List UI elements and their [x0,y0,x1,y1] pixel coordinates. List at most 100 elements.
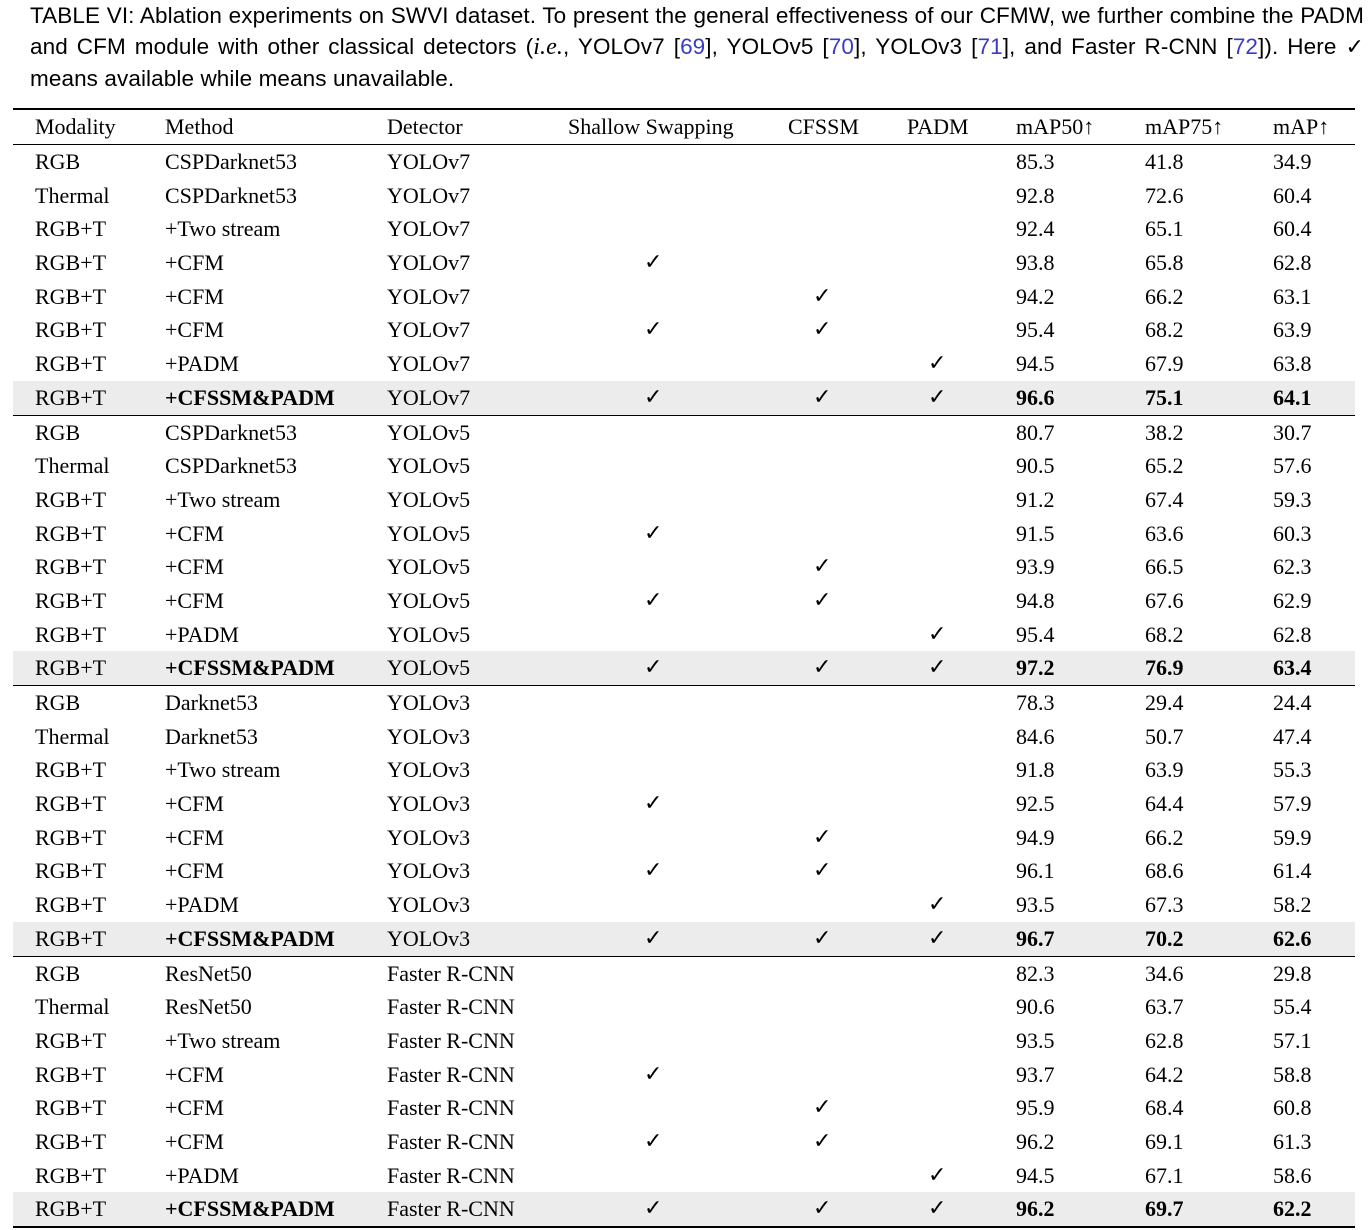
cell-map50: 91.5 [1016,520,1055,546]
cell-detector: YOLOv5 [387,486,471,512]
cell-method: +CFM [165,250,224,276]
cell-modality: RGB+T [35,486,107,512]
cell-map: 30.7 [1273,419,1312,445]
cfssm-check-icon: ✓ [813,1095,832,1121]
cell-map75: 29.4 [1145,690,1184,715]
cell-map75: 34.6 [1145,960,1184,986]
shallow-swapping-check-icon: ✓ [644,791,663,817]
cell-map75: 65.1 [1145,216,1184,242]
cell-map: 62.8 [1273,621,1312,647]
padm-check-icon: ✓ [928,1162,947,1188]
cell-map75: 72.6 [1145,182,1184,208]
cell-map: 60.4 [1273,182,1312,208]
cell-detector: YOLOv7 [387,182,471,208]
cell-map75: 66.2 [1145,824,1184,850]
cell-modality: RGB+T [35,621,107,647]
table-row: Thermal ResNet50 Faster R-CNN 90.6 63.7 55.4 [13,990,1355,1024]
cell-modality: Thermal [35,182,110,208]
cell-map75: 66.5 [1145,554,1184,580]
cell-map75: 41.8 [1145,149,1184,174]
table-row: RGB+T +CFSSM&PADM YOLOv7 ✓ ✓ ✓ 96.6 75.1 64.1 [13,380,1355,416]
cell-detector: YOLOv3 [387,723,471,749]
padm-check-icon: ✓ [928,384,947,410]
table-row: RGB+T +PADM YOLOv5 ✓ 95.4 68.2 62.8 [13,618,1355,652]
cell-map75: 63.9 [1145,757,1184,783]
cell-modality: Thermal [35,994,110,1020]
cell-modality: RGB+T [35,791,107,817]
shallow-swapping-check-icon: ✓ [644,587,663,613]
cell-modality: RGB+T [35,384,107,410]
table-row: RGB+T +CFM YOLOv5 ✓ 91.5 63.6 60.3 [13,517,1355,551]
table-row: Thermal CSPDarknet53 YOLOv7 92.8 72.6 60.4 [13,179,1355,213]
cell-map50: 90.5 [1016,453,1055,479]
header-map50: mAP50↑ [1016,114,1095,139]
cell-modality: RGB+T [35,554,107,580]
table-row: RGB+T +Two stream YOLOv7 92.4 65.1 60.4 [13,212,1355,246]
citation-link-69[interactable]: 69 [680,34,706,59]
cell-method: +CFM [165,791,224,817]
cell-method: ResNet50 [165,960,252,986]
cfssm-check-icon: ✓ [813,1196,832,1222]
table-row: RGB+T +Two stream Faster R-CNN 93.5 62.8 57.1 [13,1024,1355,1058]
cell-map50: 94.2 [1016,283,1055,309]
checkmark-icon: ✓ [1345,35,1364,60]
cell-map: 59.9 [1273,824,1312,850]
cell-map50: 91.2 [1016,486,1055,512]
header-shallow-swapping: Shallow Swapping [568,114,734,139]
cell-detector: YOLOv5 [387,655,471,681]
cell-method: +Two stream [165,486,281,512]
cell-method: Darknet53 [165,723,258,749]
cell-detector: YOLOv5 [387,554,471,580]
cell-modality: RGB+T [35,858,107,884]
cell-map50: 96.2 [1016,1128,1055,1154]
cell-map: 62.9 [1273,587,1312,613]
cell-map75: 67.1 [1145,1162,1184,1188]
table-row: Thermal CSPDarknet53 YOLOv5 90.5 65.2 57.6 [13,449,1355,483]
caption-text-5: ], and Faster R-CNN [ [1002,34,1233,59]
cell-detector: Faster R-CNN [387,1095,515,1121]
caption-text-1: TABLE VI: Ablation experiments on SWVI d… [30,3,1364,59]
cell-map75: 75.1 [1145,384,1184,410]
cell-map: 55.4 [1273,994,1312,1020]
cell-map: 58.2 [1273,892,1312,918]
cell-map75: 65.2 [1145,453,1184,479]
shallow-swapping-check-icon: ✓ [644,925,663,951]
cell-modality: RGB+T [35,317,107,343]
table-row: RGB+T +CFM YOLOv3 ✓ ✓ 96.1 68.6 61.4 [13,854,1355,888]
citation-link-72[interactable]: 72 [1232,34,1259,59]
citation-link-71[interactable]: 71 [977,34,1003,59]
cell-map: 58.8 [1273,1061,1312,1087]
cell-method: ResNet50 [165,994,252,1020]
cell-map: 60.3 [1273,520,1312,546]
citation-link-70[interactable]: 70 [828,34,854,59]
cell-map75: 69.1 [1145,1128,1184,1154]
cell-map75: 65.8 [1145,250,1184,276]
cell-map50: 78.3 [1016,690,1055,715]
cell-map50: 93.8 [1016,250,1055,276]
cell-method: +CFM [165,317,224,343]
table-row: RGB+T +CFM YOLOv7 ✓ ✓ 95.4 68.2 63.9 [13,313,1355,347]
shallow-swapping-check-icon: ✓ [644,1196,663,1222]
cell-map50: 95.4 [1016,621,1055,647]
cell-modality: RGB+T [35,1196,107,1222]
shallow-swapping-check-icon: ✓ [644,520,663,546]
cell-detector: Faster R-CNN [387,1061,515,1087]
cell-map75: 68.2 [1145,317,1184,343]
cell-map: 57.1 [1273,1027,1312,1053]
table-row: RGB+T +Two stream YOLOv5 91.2 67.4 59.3 [13,483,1355,517]
cell-map50: 96.1 [1016,858,1055,884]
cell-detector: YOLOv3 [387,824,471,850]
cell-map50: 93.5 [1016,892,1055,918]
table-row: RGB+T +CFSSM&PADM YOLOv5 ✓ ✓ ✓ 97.2 76.9 63.4 [13,651,1355,686]
cell-map: 63.8 [1273,351,1312,377]
cell-map50: 90.6 [1016,994,1055,1020]
cell-map50: 94.5 [1016,351,1055,377]
table-row: RGB+T +Two stream YOLOv3 91.8 63.9 55.3 [13,753,1355,787]
cfssm-check-icon: ✓ [813,1128,832,1154]
cell-modality: RGB [35,419,81,445]
cell-map: 59.3 [1273,486,1312,512]
cell-modality: RGB+T [35,216,107,242]
cell-method: +CFM [165,1128,224,1154]
cell-detector: YOLOv5 [387,453,471,479]
cell-map75: 62.8 [1145,1027,1184,1053]
